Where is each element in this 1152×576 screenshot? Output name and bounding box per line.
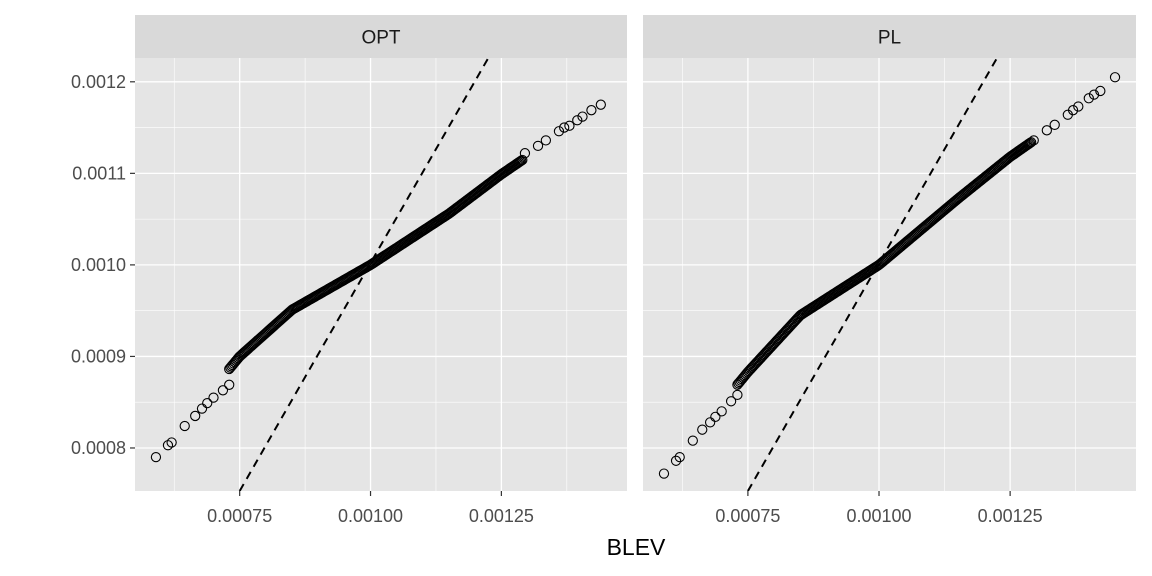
data-point bbox=[697, 424, 708, 435]
data-point bbox=[196, 403, 208, 414]
data-point bbox=[1067, 105, 1079, 116]
y-tick-label: 0.0009 bbox=[71, 346, 126, 366]
data-point bbox=[179, 420, 190, 432]
scatter-points bbox=[658, 72, 1121, 479]
data-point bbox=[1083, 93, 1094, 104]
data-point bbox=[150, 451, 162, 463]
data-point bbox=[704, 417, 716, 428]
data-point bbox=[162, 440, 174, 451]
y-tick-label: 0.0010 bbox=[71, 255, 126, 275]
x-tick-label: 0.00125 bbox=[469, 506, 534, 526]
data-point bbox=[732, 389, 743, 401]
data-point bbox=[670, 455, 682, 466]
x-tick-label: 0.00075 bbox=[207, 506, 272, 526]
panel-opt: OPT 0.00075 0.00100 0.00125 bbox=[135, 15, 627, 526]
facet-label: PL bbox=[878, 28, 901, 49]
data-point bbox=[564, 120, 575, 131]
data-point bbox=[674, 451, 685, 463]
x-tick-label: 0.00075 bbox=[715, 506, 780, 526]
data-point bbox=[540, 135, 552, 146]
panel-pl: PL 0.00075 0.00100 0.00125 bbox=[643, 15, 1136, 526]
data-point bbox=[514, 156, 526, 167]
data-point bbox=[725, 396, 737, 407]
data-point bbox=[658, 468, 670, 479]
data-point bbox=[577, 111, 588, 122]
data-point bbox=[1025, 137, 1037, 148]
y-tick-label: 0.0012 bbox=[71, 72, 126, 92]
panel-background bbox=[643, 58, 1136, 491]
data-point bbox=[208, 392, 219, 403]
x-tick-label: 0.00125 bbox=[978, 506, 1043, 526]
scatter-points bbox=[150, 99, 606, 463]
y-tick-label: 0.0011 bbox=[72, 163, 126, 183]
data-point bbox=[1022, 139, 1033, 150]
x-axis-title: BLEV bbox=[607, 534, 666, 560]
facet-strip bbox=[643, 15, 1136, 58]
data-point bbox=[1073, 101, 1084, 112]
data-point bbox=[572, 115, 583, 126]
panel-background bbox=[135, 58, 627, 491]
data-point bbox=[517, 154, 528, 166]
x-tick-label: 0.00100 bbox=[338, 506, 403, 526]
data-point bbox=[1024, 137, 1036, 149]
data-point bbox=[190, 410, 201, 422]
data-point bbox=[586, 105, 597, 116]
data-point bbox=[595, 99, 606, 110]
data-point bbox=[1088, 89, 1100, 100]
data-point bbox=[553, 126, 565, 137]
data-point bbox=[716, 406, 727, 417]
data-point bbox=[202, 397, 213, 409]
data-point bbox=[1095, 85, 1106, 97]
data-point bbox=[166, 437, 177, 448]
data-point bbox=[532, 140, 544, 152]
panels: OPT 0.00075 0.00100 0.00125 PL 0.00075 0.00100… bbox=[135, 15, 1136, 526]
data-point bbox=[687, 435, 698, 446]
x-tick-label: 0.00100 bbox=[846, 506, 911, 526]
data-point bbox=[224, 379, 235, 390]
y-axis: 0.0008 0.0009 0.0010 0.0011 0.0012 bbox=[71, 72, 135, 458]
y-tick-label: 0.0008 bbox=[71, 438, 126, 458]
facet-label: OPT bbox=[361, 28, 400, 49]
data-point bbox=[710, 411, 721, 422]
data-point bbox=[1041, 125, 1052, 136]
data-point bbox=[217, 385, 229, 396]
facet-strip bbox=[135, 15, 627, 58]
data-point bbox=[1109, 72, 1121, 83]
data-point bbox=[1049, 119, 1060, 130]
data-point bbox=[513, 157, 525, 168]
data-point bbox=[516, 155, 527, 166]
data-point bbox=[1023, 138, 1034, 149]
data-point bbox=[559, 122, 570, 133]
